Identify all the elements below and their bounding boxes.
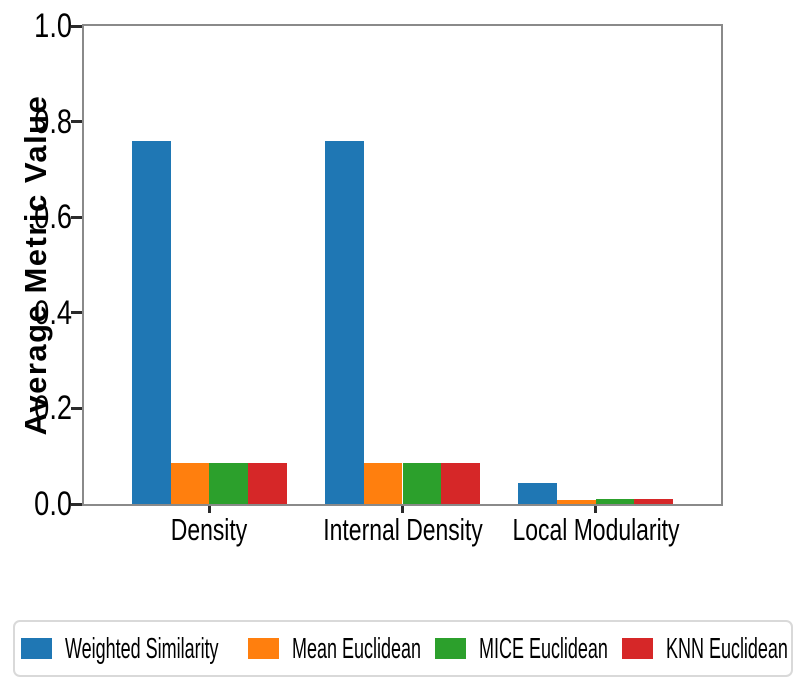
y-tick-mark [71, 502, 82, 506]
bar [634, 498, 673, 504]
legend-label: Mean Euclidean [292, 632, 421, 665]
bar [441, 463, 480, 504]
legend-swatch-icon [435, 638, 466, 659]
bar [595, 498, 635, 504]
x-tick-label: Density [171, 512, 248, 547]
legend-label: Weighted Similarity [65, 632, 219, 665]
bar [518, 482, 557, 504]
y-tick-mark [71, 406, 82, 410]
x-tick-mark [594, 506, 598, 513]
x-tick-mark [207, 506, 211, 513]
y-tick-label: 0.0 [34, 485, 72, 523]
legend-swatch-icon [21, 638, 52, 659]
legend: Weighted Similarity Mean Euclidean MICE Eu… [13, 620, 793, 677]
plot-area [71, 24, 723, 513]
y-axis-label: Average Metric Value [18, 94, 53, 436]
bar [209, 463, 249, 504]
y-tick-label: 1.0 [34, 7, 72, 45]
y-tick-label: 0.8 [34, 102, 72, 141]
x-tick-label: Internal Density [322, 512, 483, 547]
bar [170, 463, 210, 504]
y-tick-mark [71, 120, 82, 124]
legend-label-box: KNN Euclidean [666, 631, 788, 667]
y-tick-label: 0.6 [34, 198, 72, 237]
y-tick-label: 0.4 [34, 293, 72, 332]
x-tick-label: Local Modularity [511, 512, 680, 547]
legend-item: Weighted Similarity [21, 631, 219, 667]
x-tick-mark [401, 506, 404, 513]
bar [363, 463, 403, 504]
legend-label-box: Mean Euclidean [292, 631, 421, 667]
legend-label-box: MICE Euclidean [479, 631, 608, 667]
bar [556, 500, 596, 504]
y-tick-mark [71, 215, 82, 219]
y-tick-mark [71, 24, 82, 28]
bar [402, 463, 442, 504]
legend-swatch-icon [248, 638, 279, 659]
legend-item: MICE Euclidean [435, 631, 608, 667]
bar [325, 140, 364, 504]
legend-label: KNN Euclidean [666, 632, 788, 665]
legend-label: MICE Euclidean [479, 632, 608, 665]
legend-item: KNN Euclidean [622, 631, 788, 667]
bar [132, 140, 171, 504]
bar [248, 463, 287, 504]
y-tick-mark [71, 311, 82, 315]
legend-label-box: Weighted Similarity [65, 631, 219, 667]
legend-swatch-icon [622, 638, 653, 659]
legend-item: Mean Euclidean [248, 631, 421, 667]
y-tick-label: 0.2 [34, 389, 72, 428]
